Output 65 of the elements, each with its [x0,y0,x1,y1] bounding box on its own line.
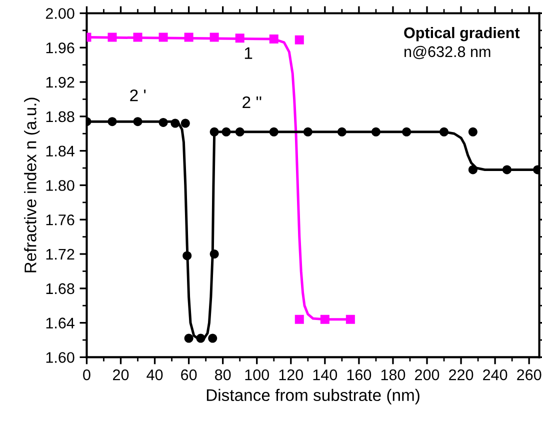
y-tick-label: 2.00 [46,8,74,19]
x-tick-label: 200 [415,369,440,380]
y-tick-label: 1.72 [46,248,74,260]
y-tick-label: 1.64 [46,318,74,328]
point [196,334,206,343]
x-axis-title: Distance from substrate (nm) [206,388,420,404]
x-tick-label: 220 [449,369,474,380]
x-tick-label: 160 [347,369,372,380]
y-tick-label: 1.96 [46,42,74,54]
point [294,314,304,324]
point [108,117,117,126]
y-tick-label: 1.92 [46,76,74,88]
point [208,334,218,343]
point [158,118,168,127]
point [184,32,194,42]
annotation: 1 [244,47,252,59]
x-tick-label: 240 [483,369,508,380]
point [346,314,355,324]
point [303,127,312,136]
y-tick-label: 1.80 [46,180,74,191]
y-tick-label: 1.76 [46,214,74,226]
point [294,35,304,44]
y-tick-label: 1.68 [46,283,74,294]
y-tick-label: 1.88 [46,111,74,122]
point [210,127,219,136]
annotation: 2 ' [130,89,146,102]
point [210,250,219,259]
point [269,127,278,136]
point [182,251,192,260]
point [320,314,330,324]
point [440,127,449,136]
point [371,127,380,136]
annotation: n@632.8 nm [404,46,490,60]
point [337,127,346,136]
x-tick-label: 80 [215,369,231,380]
point [158,32,168,42]
annotation: Optical gradient [404,26,520,42]
point [222,127,231,136]
point [468,165,478,174]
point [235,127,244,136]
point [269,34,278,44]
y-tick-label: 1.84 [46,146,74,157]
y-axis-title: Refractive index n (a.u.) [24,98,40,272]
point [502,165,512,174]
x-tick-label: 60 [181,369,197,380]
point [184,334,194,343]
annotation: 2 '' [242,96,262,108]
point [402,127,412,136]
point [210,32,219,42]
point [170,118,180,128]
point [133,32,142,42]
point [180,118,190,128]
y-tick-label: 1.60 [46,352,74,363]
point [468,127,478,136]
point [133,117,142,126]
x-tick-label: 180 [381,369,406,380]
x-tick-label: 20 [113,369,129,380]
x-tick-label: 0 [83,369,90,380]
point [108,32,117,42]
x-tick-label: 120 [279,369,304,380]
x-tick-label: 100 [245,369,270,380]
x-tick-label: 140 [313,369,338,380]
x-tick-label: 260 [517,369,542,380]
point [235,34,244,43]
x-tick-label: 40 [146,369,163,380]
